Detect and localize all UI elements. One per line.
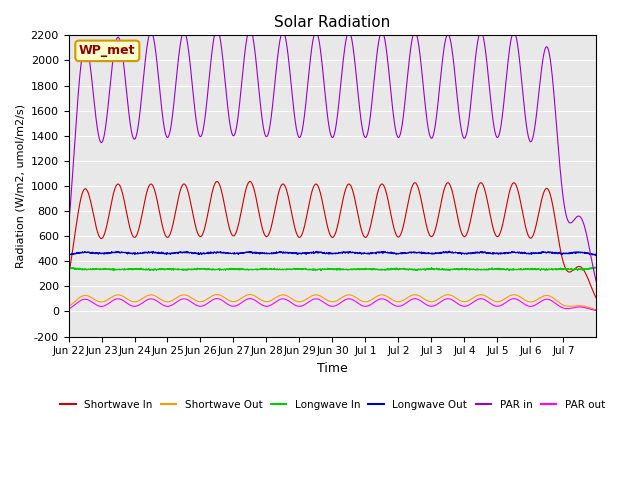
Title: Solar Radiation: Solar Radiation [275,15,390,30]
Y-axis label: Radiation (W/m2, umol/m2/s): Radiation (W/m2, umol/m2/s) [15,104,25,268]
Text: WP_met: WP_met [79,44,136,58]
X-axis label: Time: Time [317,362,348,375]
Legend: Shortwave In, Shortwave Out, Longwave In, Longwave Out, PAR in, PAR out: Shortwave In, Shortwave Out, Longwave In… [56,396,609,414]
